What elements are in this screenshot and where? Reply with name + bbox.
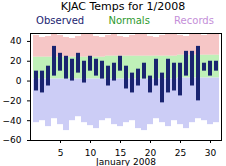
svg-text:40: 40 — [10, 36, 22, 46]
svg-text:−40: −40 — [3, 116, 22, 126]
svg-text:20: 20 — [10, 56, 22, 66]
svg-text:30: 30 — [205, 148, 217, 158]
svg-text:15: 15 — [114, 147, 127, 158]
html-text:Observed: Observed — [36, 15, 85, 26]
html-text:KJAC Temps for 1/2008: KJAC Temps for 1/2008 — [60, 0, 186, 13]
html-text:Normals: Normals — [108, 15, 150, 26]
svg-text:0: 0 — [16, 76, 22, 86]
svg-text:25: 25 — [175, 148, 186, 158]
svg-text:10: 10 — [85, 148, 97, 158]
svg-text:January 2008: January 2008 — [95, 157, 156, 166]
html-text:Records: Records — [174, 15, 214, 26]
svg-text:−20: −20 — [3, 96, 22, 106]
svg-text:5: 5 — [58, 148, 64, 158]
svg-text:20: 20 — [144, 147, 157, 158]
svg-text:−60: −60 — [3, 135, 22, 145]
